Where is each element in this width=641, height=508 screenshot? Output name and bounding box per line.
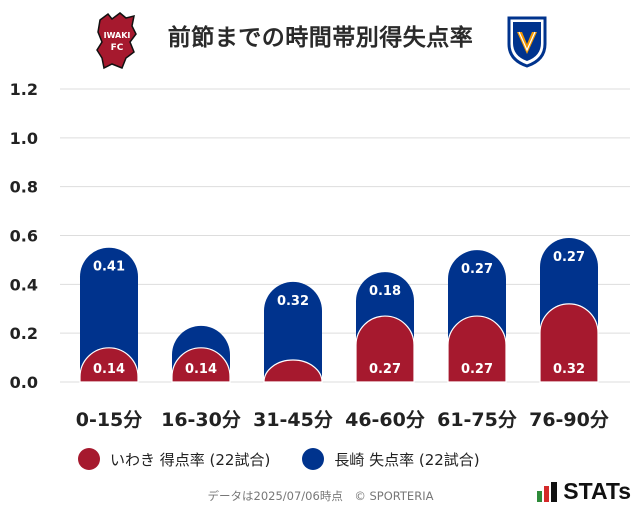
x-tick-label: 61-75分 [437,409,517,431]
data-label-home: 0.32 [553,362,585,377]
legend-away-swatch [302,448,325,470]
legend-item-home: いわき 得点率 (22試合) [78,448,270,470]
y-tick-label: 0.6 [10,227,38,246]
bar-home [355,315,415,383]
data-label-away: 0.27 [461,262,493,277]
bar-home [539,303,599,383]
legend-item-away: 長崎 失点率 (22試合) [302,448,480,470]
x-tick-label: 31-45分 [253,409,333,431]
v-varen-nagasaki-crest-icon [507,16,547,68]
bar-home [447,315,507,383]
data-label-home: 0.14 [93,362,125,377]
y-tick-label: 1.2 [10,80,38,99]
bar-away [264,281,322,382]
x-tick-label: 0-15分 [76,409,143,431]
chart-title-wrap: 前節までの時間帯別得失点率 [0,18,641,52]
x-tick-label: 46-60分 [345,409,425,431]
stats-logo-text: STATs [563,478,631,504]
data-label-away: 0.18 [369,284,401,299]
y-tick-label: 0.4 [10,275,38,294]
y-tick-label: 0.0 [10,373,38,392]
bar-away [80,247,138,382]
y-tick-label: 1.0 [10,129,38,148]
chart-title: 前節までの時間帯別得失点率 [167,25,474,51]
legend: いわき 得点率 (22試合) 長崎 失点率 (22試合) [78,448,512,470]
iwaki-fc-crest-icon: IWAKI FC [96,12,137,70]
svg-text:IWAKI: IWAKI [104,31,131,40]
data-label-home: 0.27 [461,362,493,377]
bar-home [263,359,323,383]
svg-text:FC: FC [111,43,124,53]
footer-note: データは2025/07/06時点 © SPORTERIA [207,489,434,503]
x-tick-label: 16-30分 [161,409,241,431]
y-tick-label: 0.8 [10,178,38,197]
data-label-home: 0.14 [185,362,217,377]
data-label-home: 0.27 [369,362,401,377]
data-label-away: 0.41 [93,260,125,275]
bar-home [171,347,231,383]
legend-away-label: 長崎 失点率 (22試合) [334,450,480,469]
y-tick-label: 0.2 [10,324,38,343]
y-axis-ticks: 0.0 0.2 0.4 0.6 0.8 1.0 1.2 [10,80,38,392]
x-axis-ticks: 0-15分 16-30分 31-45分 46-60分 61-75分 76-90分 [76,409,609,431]
data-labels: 0.14 0.41 0.14 0.32 0.27 0.18 0.27 0.27 0.32 0.27 [93,250,585,377]
stats-logo: STATs [537,478,631,505]
data-label-away: 0.32 [277,294,309,309]
bar-home [79,347,139,383]
bars [79,237,599,383]
stats-logo-icon [537,481,558,502]
legend-home-label: いわき 得点率 (22試合) [110,450,271,469]
legend-home-swatch [78,448,100,470]
data-label-away: 0.27 [553,250,585,265]
grid-lines [60,88,630,383]
x-tick-label: 76-90分 [529,409,609,431]
